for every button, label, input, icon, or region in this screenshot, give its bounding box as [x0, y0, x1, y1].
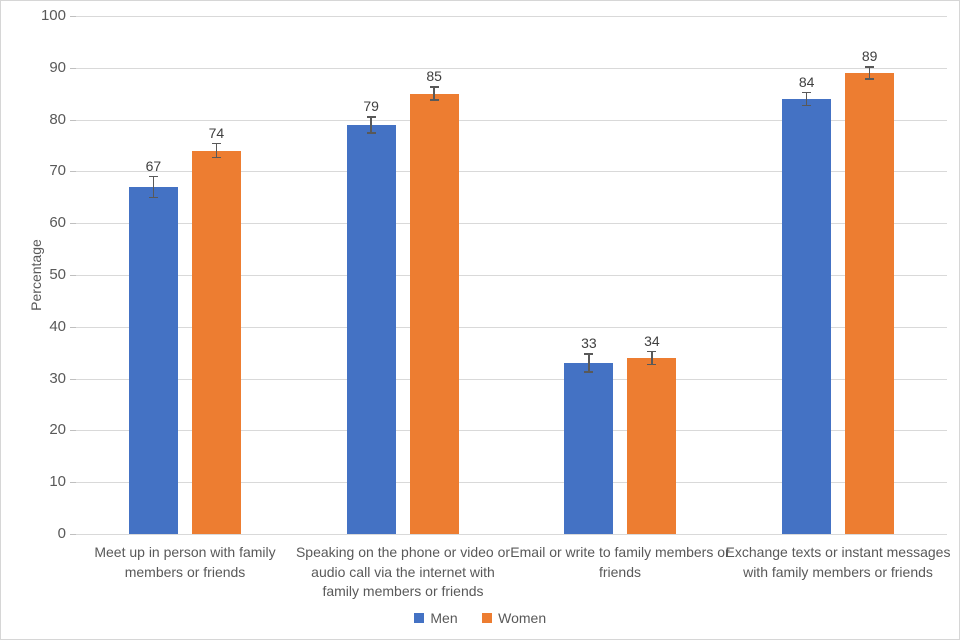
value-label-men-0: 67 [145, 157, 162, 174]
error-bar-cap-top [148, 175, 158, 178]
category-label-exchange-texts: Exchange texts or instant messages with … [725, 544, 951, 580]
y-axis-tick [70, 67, 76, 69]
gridline-90 [76, 67, 947, 69]
y-axis-tick-label: 10 [49, 473, 66, 491]
bar-men-2 [564, 363, 614, 534]
y-axis-tick-label: 80 [49, 110, 66, 128]
gridline-70 [76, 171, 947, 173]
value-label-men-3: 84 [798, 73, 815, 90]
y-axis-tick [70, 16, 76, 17]
error-bar-cap-bottom [429, 99, 439, 101]
bar-women-3 [845, 72, 895, 534]
category-label-meet-up: Meet up in person with family members or… [94, 544, 276, 580]
value-label-men-1: 79 [363, 98, 379, 114]
error-bar-cap-top [584, 353, 594, 355]
error-bar-men-1 [370, 117, 372, 133]
gridline-10 [76, 482, 947, 484]
error-bar-women-3 [868, 67, 871, 79]
y-axis-tick [70, 534, 76, 535]
y-axis-tick-label: 70 [49, 162, 66, 180]
y-axis-tick-label: 30 [49, 369, 66, 387]
error-bar-cap-top [366, 116, 376, 118]
error-bar-women-1 [433, 87, 435, 100]
error-bar-cap-top [429, 86, 439, 88]
y-axis-tick [70, 430, 76, 432]
error-bar-cap-bottom [802, 104, 812, 107]
y-axis-tick [70, 326, 76, 328]
gridline-40 [76, 326, 947, 328]
error-bar-cap-top [647, 350, 657, 353]
y-axis-tick [70, 482, 76, 484]
value-label-men-2: 33 [581, 335, 597, 352]
y-axis-tick [70, 171, 76, 173]
y-axis-tick-label: 40 [49, 317, 66, 335]
y-axis-tick-label: 60 [49, 214, 66, 232]
error-bar-women-2 [651, 351, 653, 365]
legend: Men Women [1, 610, 959, 626]
y-axis-tick [70, 378, 76, 380]
y-axis-tick-label: 50 [49, 266, 66, 283]
gridline-20 [76, 430, 947, 432]
category-label-speaking-phone: Speaking on the phone or video or audio … [295, 544, 511, 599]
gridline-30 [76, 378, 947, 380]
y-axis-tick-label: 20 [49, 421, 66, 439]
y-axis-tick-label: 90 [49, 58, 66, 76]
error-bar-cap-top [865, 66, 875, 68]
y-axis-tick [70, 275, 76, 276]
legend-label-women: Women [498, 610, 547, 626]
y-axis-tick [70, 119, 76, 121]
bar-men-3 [782, 98, 832, 534]
error-bar-women-0 [215, 143, 218, 158]
bar-men-1 [346, 124, 396, 534]
error-bar-cap-bottom [211, 156, 221, 159]
error-bar-cap-top [211, 142, 221, 145]
value-label-women-3: 89 [861, 48, 878, 65]
bar-men-0 [128, 186, 178, 534]
gridline-60 [76, 223, 947, 225]
value-label-women-2: 34 [644, 332, 660, 349]
y-axis-tick-label: 0 [57, 525, 66, 542]
error-bar-cap-top [802, 91, 812, 94]
gridline-100 [76, 16, 947, 17]
error-bar-cap-bottom [647, 363, 657, 366]
bar-women-1 [409, 93, 459, 534]
value-label-women-1: 85 [426, 68, 442, 85]
legend-item-women: Women [481, 610, 547, 626]
error-bar-cap-bottom [584, 371, 594, 373]
gridline-80 [76, 119, 947, 121]
legend-swatch-men [413, 612, 425, 624]
gridline-0 [76, 534, 947, 535]
error-bar-cap-bottom [366, 132, 376, 134]
error-bar-cap-bottom [148, 196, 158, 199]
y-axis-tick [70, 223, 76, 225]
category-label-email-write: Email or write to family members or frie… [510, 544, 730, 580]
error-bar-men-3 [805, 92, 808, 106]
bar-women-0 [191, 150, 241, 534]
error-bar-men-2 [588, 354, 590, 372]
y-axis-tick-label: 100 [40, 7, 66, 24]
legend-label-men: Men [430, 610, 458, 626]
error-bar-cap-bottom [865, 78, 875, 80]
value-label-women-0: 74 [208, 124, 225, 141]
error-bar-men-0 [152, 176, 155, 198]
gridline-50 [76, 275, 947, 276]
legend-item-men: Men [413, 610, 458, 626]
legend-swatch-women [481, 612, 493, 624]
bar-women-2 [627, 357, 677, 534]
